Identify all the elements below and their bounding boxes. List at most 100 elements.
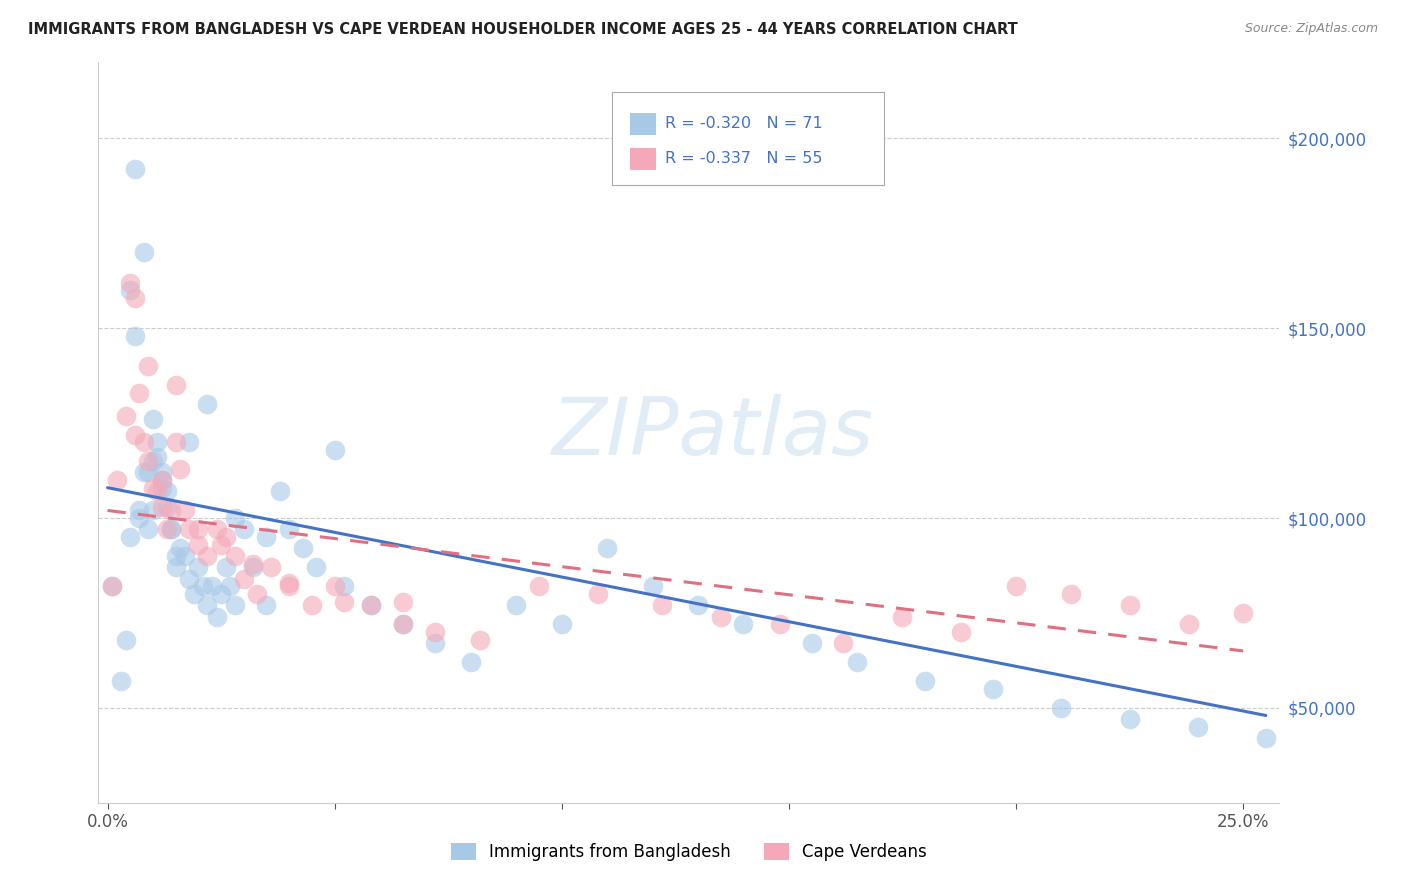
Point: [305, 560, 328, 574]
Point: [120, 530, 142, 544]
Text: R = -0.320   N = 71: R = -0.320 N = 71: [665, 116, 823, 131]
Point: [800, 636, 823, 650]
Point: [551, 617, 574, 632]
Point: [150, 481, 173, 495]
Point: [505, 599, 527, 613]
Point: [332, 594, 354, 608]
Point: [101, 579, 124, 593]
Point: [142, 503, 165, 517]
Point: [150, 473, 173, 487]
Point: [124, 328, 146, 343]
Point: [105, 473, 128, 487]
Point: [179, 572, 201, 586]
Point: [1232, 606, 1254, 620]
Point: [197, 549, 219, 563]
Point: [160, 523, 183, 537]
Point: [891, 609, 914, 624]
Point: [1118, 712, 1140, 726]
Point: [132, 435, 155, 450]
Point: [832, 636, 855, 650]
Point: [165, 560, 187, 574]
FancyBboxPatch shape: [630, 147, 655, 169]
Text: Source: ZipAtlas.com: Source: ZipAtlas.com: [1244, 22, 1378, 36]
Point: [1050, 701, 1073, 715]
Point: [128, 511, 150, 525]
Point: [197, 397, 219, 411]
Legend: Immigrants from Bangladesh, Cape Verdeans: Immigrants from Bangladesh, Cape Verdean…: [451, 843, 927, 861]
Point: [269, 484, 291, 499]
Point: [224, 599, 246, 613]
Point: [110, 674, 132, 689]
Point: [160, 503, 183, 517]
Point: [1005, 579, 1028, 593]
Point: [596, 541, 619, 556]
Point: [124, 427, 146, 442]
Point: [586, 587, 609, 601]
Point: [205, 609, 228, 624]
Point: [146, 450, 169, 465]
Point: [120, 283, 142, 297]
Point: [214, 530, 236, 544]
Point: [138, 359, 160, 374]
Point: [146, 435, 169, 450]
Point: [169, 461, 191, 475]
Point: [155, 484, 177, 499]
Point: [155, 500, 177, 514]
Point: [150, 466, 173, 480]
Point: [138, 523, 160, 537]
Point: [468, 632, 491, 647]
Text: IMMIGRANTS FROM BANGLADESH VS CAPE VERDEAN HOUSEHOLDER INCOME AGES 25 - 44 YEARS: IMMIGRANTS FROM BANGLADESH VS CAPE VERDE…: [28, 22, 1018, 37]
Point: [1254, 731, 1277, 746]
Point: [146, 484, 169, 499]
Point: [128, 503, 150, 517]
Point: [173, 549, 195, 563]
Point: [332, 579, 354, 593]
Point: [124, 161, 146, 176]
Point: [232, 572, 254, 586]
Point: [114, 409, 136, 423]
Point: [138, 466, 160, 480]
Point: [214, 560, 236, 574]
Point: [291, 541, 314, 556]
Point: [246, 587, 269, 601]
Point: [155, 523, 177, 537]
Point: [120, 276, 142, 290]
Point: [232, 523, 254, 537]
Point: [183, 587, 205, 601]
Point: [981, 681, 1004, 696]
Point: [846, 656, 869, 670]
Point: [460, 656, 482, 670]
Point: [391, 617, 413, 632]
Text: R = -0.337   N = 55: R = -0.337 N = 55: [665, 151, 823, 166]
Point: [733, 617, 755, 632]
Point: [391, 594, 413, 608]
Point: [278, 579, 301, 593]
Point: [423, 624, 446, 639]
Point: [260, 560, 283, 574]
Point: [165, 378, 187, 392]
Point: [1059, 587, 1081, 601]
Point: [710, 609, 733, 624]
Point: [323, 442, 346, 457]
FancyBboxPatch shape: [612, 92, 884, 185]
Point: [360, 599, 382, 613]
Point: [101, 579, 124, 593]
Point: [209, 587, 232, 601]
Point: [173, 503, 195, 517]
Point: [360, 599, 382, 613]
Point: [651, 599, 673, 613]
Point: [114, 632, 136, 647]
Point: [391, 617, 413, 632]
Point: [187, 560, 209, 574]
Point: [769, 617, 792, 632]
Point: [641, 579, 664, 593]
Point: [197, 599, 219, 613]
Point: [165, 549, 187, 563]
Text: ZIPatlas: ZIPatlas: [551, 393, 873, 472]
Point: [278, 523, 301, 537]
Point: [527, 579, 550, 593]
Point: [169, 541, 191, 556]
Point: [201, 579, 224, 593]
Point: [191, 579, 214, 593]
Point: [165, 435, 187, 450]
